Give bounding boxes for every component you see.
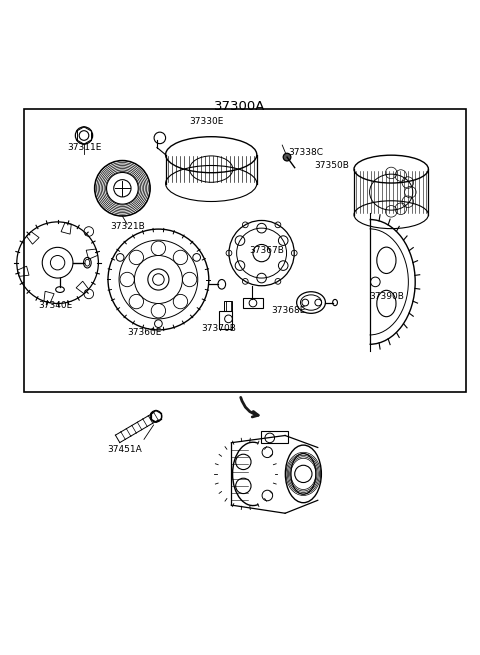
Text: 37370B: 37370B bbox=[201, 324, 236, 333]
Bar bbox=[219, 311, 232, 329]
Text: 37330E: 37330E bbox=[189, 117, 224, 126]
Text: 37300A: 37300A bbox=[214, 100, 266, 113]
Bar bbox=[243, 298, 263, 309]
Text: 37340E: 37340E bbox=[38, 301, 72, 310]
Text: 37338C: 37338C bbox=[288, 148, 323, 157]
Bar bbox=[24, 109, 466, 392]
Bar bbox=[261, 431, 288, 443]
Circle shape bbox=[283, 153, 291, 161]
Text: 37390B: 37390B bbox=[370, 291, 405, 301]
Text: 37367B: 37367B bbox=[250, 246, 285, 255]
Text: 37360E: 37360E bbox=[127, 328, 161, 337]
Text: 37350B: 37350B bbox=[314, 160, 349, 170]
Text: 37321B: 37321B bbox=[110, 222, 144, 231]
Text: 37368E: 37368E bbox=[271, 306, 306, 315]
Text: 37311E: 37311E bbox=[67, 143, 101, 152]
Bar bbox=[224, 301, 232, 311]
Text: 37451A: 37451A bbox=[108, 445, 142, 455]
